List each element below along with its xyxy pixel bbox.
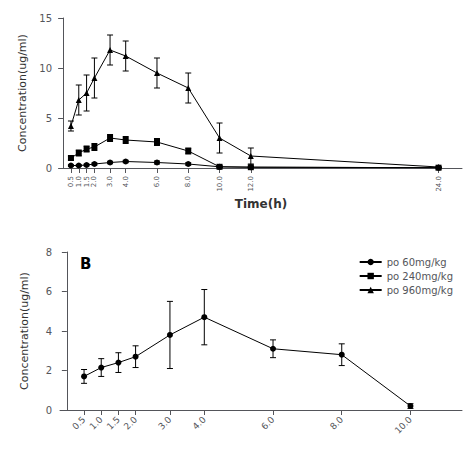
svg-text:1.5: 1.5	[83, 176, 91, 187]
svg-text:10.0: 10.0	[216, 176, 224, 192]
svg-text:3.0: 3.0	[106, 176, 114, 187]
svg-text:8: 8	[46, 247, 52, 258]
svg-text:6.0: 6.0	[259, 414, 276, 431]
svg-text:4.0: 4.0	[122, 176, 130, 187]
svg-text:12.0: 12.0	[247, 176, 255, 192]
svg-text:0: 0	[46, 405, 52, 416]
svg-text:0.5: 0.5	[67, 176, 75, 187]
svg-text:2.0: 2.0	[122, 414, 139, 431]
svg-text:2: 2	[46, 365, 52, 376]
svg-text:4: 4	[46, 326, 52, 337]
svg-text:po 240mg/kg: po 240mg/kg	[387, 271, 453, 282]
svg-text:1.5: 1.5	[105, 414, 122, 431]
svg-text:0.5: 0.5	[70, 414, 87, 431]
svg-text:1.0: 1.0	[75, 176, 83, 187]
svg-text:Concentration(ug/ml): Concentration(ug/ml)	[16, 34, 29, 152]
svg-text:B: B	[80, 255, 91, 273]
svg-text:6: 6	[46, 286, 52, 297]
svg-text:6.0: 6.0	[153, 176, 161, 187]
svg-text:1.0: 1.0	[88, 414, 105, 431]
svg-text:2.0: 2.0	[90, 176, 98, 187]
svg-text:8.0: 8.0	[184, 176, 192, 187]
svg-text:po 960mg/kg: po 960mg/kg	[387, 285, 453, 296]
svg-text:5: 5	[46, 113, 52, 124]
svg-text:0: 0	[46, 163, 52, 174]
svg-text:4.0: 4.0	[191, 414, 208, 431]
svg-text:15: 15	[39, 13, 52, 24]
svg-text:Concentration(ug/ml): Concentration(ug/ml)	[18, 272, 31, 390]
svg-text:10.0: 10.0	[393, 414, 414, 435]
svg-text:24.0: 24.0	[435, 176, 443, 192]
svg-text:3.0: 3.0	[156, 414, 173, 431]
svg-text:Time(h): Time(h)	[235, 197, 287, 211]
svg-text:10: 10	[39, 63, 52, 74]
svg-text:po 60mg/kg: po 60mg/kg	[387, 257, 447, 268]
svg-text:8.0: 8.0	[328, 414, 345, 431]
